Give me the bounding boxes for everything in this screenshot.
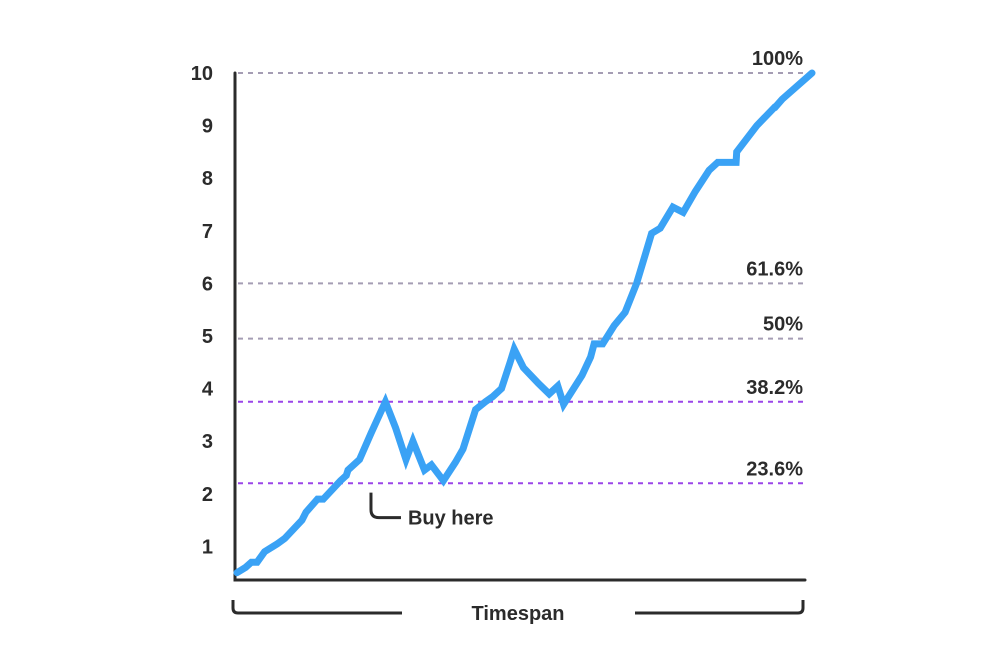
y-tick-label: 6 [202,273,213,295]
y-tick-labels: 1 2 3 4 5 6 7 8 9 10 [191,63,214,558]
level-label: 23.6% [746,458,803,480]
y-tick-label: 5 [202,326,213,348]
y-tick-label: 3 [202,431,213,453]
y-tick-label: 2 [202,484,213,506]
level-label: 38.2% [746,377,803,399]
timespan-bracket-left [231,600,402,615]
annotation-label: Buy here [408,508,494,530]
series-line [233,69,816,577]
series [233,69,816,577]
y-tick-label: 7 [202,221,213,243]
axis-lines [233,71,807,582]
y-tick-label: 8 [202,168,213,190]
x-axis-title: Timespan [472,603,565,625]
level-label: 100% [752,48,803,70]
y-tick-label: 10 [191,63,213,85]
annotations: Buy here [369,492,494,530]
y-tick-label: 1 [202,536,213,558]
y-tick-label: 9 [202,116,213,138]
axes [233,71,807,582]
annotation-leader [369,492,401,520]
timespan-bracket-right [635,600,805,615]
retracement-levels: 100% 61.6% 50% 38.2% 23.6% [238,48,803,485]
x-axis-title-group: Timespan [231,600,805,625]
level-label: 50% [763,314,803,336]
level-label: 61.6% [746,258,803,280]
y-tick-label: 4 [202,379,214,401]
